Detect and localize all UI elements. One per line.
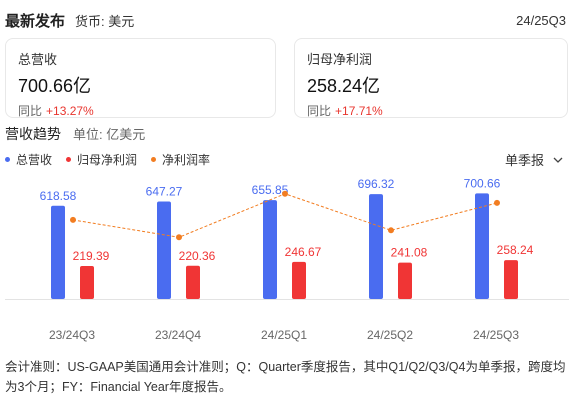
x-tick-label: 23/24Q4 bbox=[155, 328, 201, 342]
net-profit-bar-label: 219.39 bbox=[73, 249, 110, 263]
x-tick-label: 24/25Q1 bbox=[261, 328, 307, 342]
net-profit-bar bbox=[398, 262, 412, 299]
revenue-bar bbox=[369, 194, 383, 299]
net-profit-card-value: 258.24亿 bbox=[307, 76, 381, 96]
legend-item-profit[interactable]: 归母净利润 bbox=[66, 151, 137, 168]
revenue-yoy: 同比 +13.27% bbox=[18, 102, 263, 119]
x-tick-label: 24/25Q2 bbox=[367, 328, 413, 342]
net-profit-yoy-label: 同比 bbox=[307, 104, 332, 118]
legend-label-margin: 净利润率 bbox=[162, 153, 211, 167]
revenue-card-label: 总营收 bbox=[18, 52, 58, 67]
revenue-trend-title: 营收趋势 bbox=[5, 126, 61, 142]
latest-release-title: 最新发布 bbox=[5, 12, 66, 30]
chevron-down-icon bbox=[553, 157, 563, 163]
legend-label-revenue: 总营收 bbox=[16, 153, 53, 167]
net-profit-yoy: 同比 +17.71% bbox=[307, 102, 555, 119]
net-profit-bar-label: 246.67 bbox=[285, 245, 322, 259]
accounting-footnote: 会计准则：US-GAAP美国通用会计准则；Q：Quarter季度报告，其中Q1/… bbox=[5, 360, 566, 394]
legend-label-profit: 归母净利润 bbox=[77, 153, 138, 167]
revenue-bar bbox=[51, 205, 65, 299]
legend-dot-margin bbox=[151, 157, 157, 162]
legend-item-margin[interactable]: 净利润率 bbox=[151, 151, 210, 168]
revenue-bar-label: 696.32 bbox=[358, 177, 395, 191]
x-tick-label: 24/25Q3 bbox=[473, 328, 519, 342]
header: 最新发布 货币: 美元 24/25Q3 bbox=[5, 8, 566, 32]
revenue-card[interactable]: 总营收 700.66亿 同比 +13.27% bbox=[5, 38, 276, 118]
net-profit-bar bbox=[292, 261, 306, 299]
net-profit-bar bbox=[504, 260, 518, 299]
chart-legend: 总营收 归母净利润 净利润率 bbox=[5, 151, 224, 168]
currency-label: 货币: 美元 bbox=[75, 13, 135, 29]
net-margin-point bbox=[388, 227, 394, 234]
revenue-bar-label: 700.66 bbox=[464, 176, 501, 190]
net-profit-bar bbox=[186, 265, 200, 299]
net-profit-bar-label: 241.08 bbox=[391, 246, 428, 260]
revenue-trend-header: 营收趋势 单位: 亿美元 bbox=[5, 124, 145, 144]
legend-dot-revenue bbox=[5, 157, 10, 162]
revenue-yoy-label: 同比 bbox=[18, 104, 43, 118]
revenue-bar bbox=[263, 200, 277, 299]
period-label: 24/25Q3 bbox=[516, 12, 566, 28]
report-mode-label: 单季报 bbox=[504, 153, 544, 168]
legend-item-revenue[interactable]: 总营收 bbox=[5, 151, 52, 168]
net-margin-point bbox=[494, 199, 500, 206]
revenue-bar-label: 655.85 bbox=[252, 183, 289, 197]
net-profit-bar-label: 258.24 bbox=[497, 243, 534, 257]
revenue-trend-chart: 618.58 219.39 23/24Q3 647.27 220.36 23/24Q4 65… bbox=[5, 176, 569, 342]
revenue-card-value: 700.66亿 bbox=[18, 76, 92, 96]
net-profit-card-label: 归母净利润 bbox=[307, 52, 373, 67]
revenue-bar bbox=[157, 201, 171, 299]
revenue-bar-label: 647.27 bbox=[146, 184, 183, 198]
net-margin-point bbox=[70, 216, 76, 223]
revenue-yoy-value: +13.27% bbox=[46, 104, 94, 118]
net-profit-yoy-value: +17.71% bbox=[335, 104, 383, 118]
legend-dot-profit bbox=[66, 157, 72, 162]
net-profit-card[interactable]: 归母净利润 258.24亿 同比 +17.71% bbox=[294, 38, 568, 118]
net-margin-point bbox=[282, 190, 288, 197]
revenue-bar bbox=[475, 193, 489, 299]
revenue-bar-label: 618.58 bbox=[40, 189, 77, 203]
net-profit-bar bbox=[80, 265, 94, 299]
x-tick-label: 23/24Q3 bbox=[49, 328, 95, 342]
net-margin-point bbox=[176, 234, 182, 241]
net-margin-line bbox=[72, 193, 498, 238]
report-mode-dropdown[interactable]: 单季报 bbox=[505, 150, 564, 169]
net-profit-bar-label: 220.36 bbox=[179, 249, 216, 263]
revenue-trend-unit: 单位: 亿美元 bbox=[73, 127, 146, 142]
